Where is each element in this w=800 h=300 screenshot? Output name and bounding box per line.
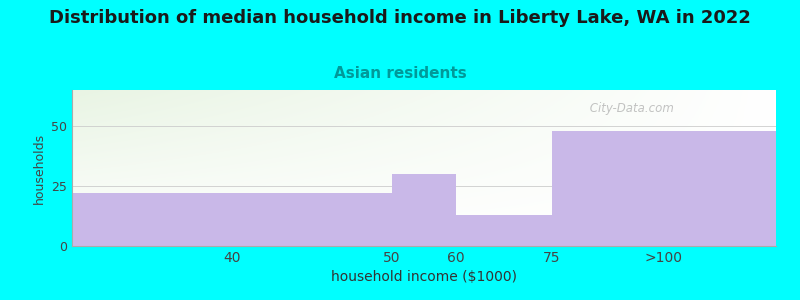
- Bar: [552, 131, 776, 246]
- Bar: [392, 174, 456, 246]
- Text: Distribution of median household income in Liberty Lake, WA in 2022: Distribution of median household income …: [49, 9, 751, 27]
- X-axis label: household income ($1000): household income ($1000): [331, 270, 517, 284]
- Text: Asian residents: Asian residents: [334, 66, 466, 81]
- Y-axis label: households: households: [33, 132, 46, 204]
- Bar: [456, 215, 552, 246]
- Bar: [72, 193, 392, 246]
- Text: City-Data.com: City-Data.com: [586, 103, 674, 116]
